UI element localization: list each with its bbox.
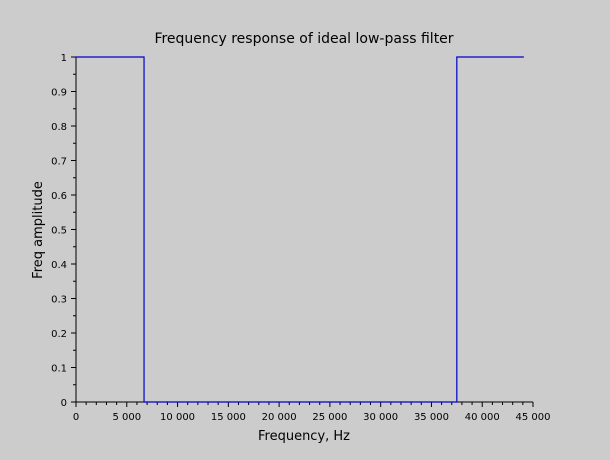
y-tick-label: 0.6 <box>51 191 67 202</box>
y-tick-label: 1 <box>61 53 67 64</box>
x-tick-label: 20 000 <box>262 412 297 423</box>
x-tick-label: 0 <box>73 412 79 423</box>
y-axis-label: Freq amplitude <box>31 181 46 279</box>
x-tick-label: 45 000 <box>516 412 551 423</box>
x-tick-label: 40 000 <box>465 412 500 423</box>
y-tick-label: 0.5 <box>51 226 67 237</box>
y-tick-label: 0.7 <box>51 157 67 168</box>
y-tick-label: 0.1 <box>51 364 67 375</box>
x-tick-label: 5 000 <box>112 412 141 423</box>
series-layer <box>76 56 524 403</box>
y-tick-label: 0.9 <box>51 88 67 99</box>
x-tick-label: 30 000 <box>363 412 398 423</box>
chart-title: Frequency response of ideal low-pass fil… <box>154 31 453 47</box>
x-tick-label: 15 000 <box>211 412 246 423</box>
y-tick-label: 0.2 <box>51 329 67 340</box>
x-tick-label: 35 000 <box>414 412 449 423</box>
x-tick-label: 25 000 <box>312 412 347 423</box>
y-tick-label: 0.4 <box>51 260 67 271</box>
y-tick-label: 0.3 <box>51 295 67 306</box>
axes: 0 5 000 10 000 15 000 20 000 25 000 30 000 35 0… <box>51 53 550 423</box>
x-tick-label: 10 000 <box>160 412 195 423</box>
series-line-0 <box>76 56 524 403</box>
x-axis-label: Frequency, Hz <box>258 429 350 444</box>
y-tick-label: 0.8 <box>51 122 67 133</box>
y-tick-label: 0 <box>61 398 67 409</box>
